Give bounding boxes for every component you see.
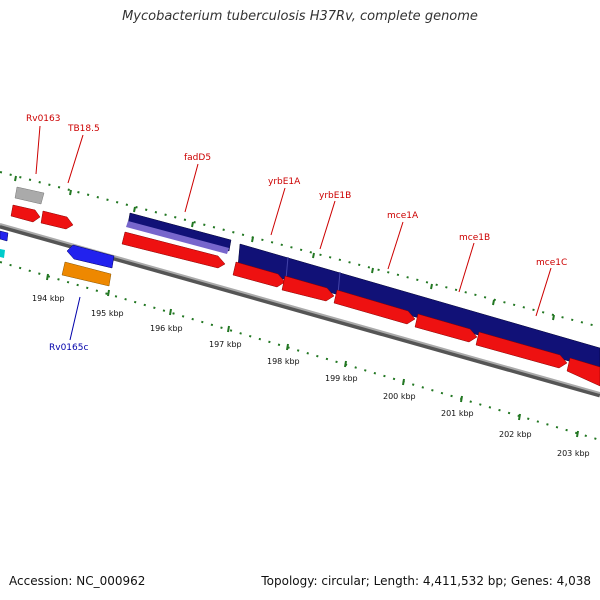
- gene-rv0165c[interactable]: [66, 244, 115, 269]
- tick-label-202: 202 kbp: [499, 430, 532, 439]
- tick-label-200: 200 kbp: [383, 392, 416, 401]
- inner-tick-track: [0, 261, 600, 441]
- gene-label-yrbe1a: yrbE1A: [268, 177, 301, 187]
- gene-mce1a[interactable]: [333, 289, 416, 325]
- gene-next-partial[interactable]: [566, 357, 600, 387]
- accession-text: Accession: NC_000962: [9, 574, 146, 588]
- operon-light-fadd5[interactable]: [126, 221, 229, 254]
- feature-blue-left[interactable]: [0, 230, 9, 242]
- tick-label-199: 199 kbp: [325, 374, 358, 383]
- tick-label-203: 203 kbp: [557, 449, 590, 458]
- gene-label-mce1b: mce1B: [459, 233, 490, 243]
- gene-mce1b[interactable]: [414, 313, 478, 343]
- gene-orange-reverse[interactable]: [61, 261, 112, 287]
- operon-dark-fadd5[interactable]: [127, 212, 232, 252]
- operon-divider-1: [285, 256, 289, 280]
- gene-label-mce1c: mce1C: [536, 258, 567, 268]
- tick-label-194: 194 kbp: [32, 294, 65, 303]
- label-leaders: [35, 125, 552, 341]
- map-title: Mycobacterium tuberculosis H37Rv, comple…: [122, 9, 478, 24]
- gene-label-fadd5: fadD5: [184, 153, 211, 163]
- feature-grey[interactable]: [14, 186, 45, 205]
- tick-label-198: 198 kbp: [267, 357, 300, 366]
- operon-dark-mce1[interactable]: [237, 243, 600, 371]
- gene-label-mce1a: mce1A: [387, 211, 419, 221]
- gene-label-rv0163: Rv0163: [26, 114, 60, 124]
- gene-label-yrbe1b: yrbE1B: [319, 191, 351, 201]
- gene-label-tb18-5: TB18.5: [67, 124, 100, 134]
- gene-fadd5[interactable]: [121, 231, 226, 269]
- gene-mce1c[interactable]: [475, 331, 568, 369]
- tick-label-201: 201 kbp: [441, 409, 474, 418]
- gene-yrbe1a[interactable]: [232, 261, 286, 288]
- gene-yrbe1b[interactable]: [281, 275, 335, 302]
- outer-major-ticks: [14, 175, 555, 321]
- tick-label-196: 196 kbp: [150, 324, 183, 333]
- gene-rv0163[interactable]: [10, 204, 41, 223]
- gene-tb18-5[interactable]: [40, 210, 74, 230]
- tick-label-195: 195 kbp: [91, 309, 124, 318]
- gene-label-rv0165c: Rv0165c: [49, 343, 88, 353]
- feature-cyan-left[interactable]: [0, 249, 5, 258]
- tick-label-197: 197 kbp: [209, 340, 242, 349]
- genome-summary-text: Topology: circular; Length: 4,411,532 bp…: [261, 574, 591, 588]
- inner-major-ticks: [46, 273, 579, 438]
